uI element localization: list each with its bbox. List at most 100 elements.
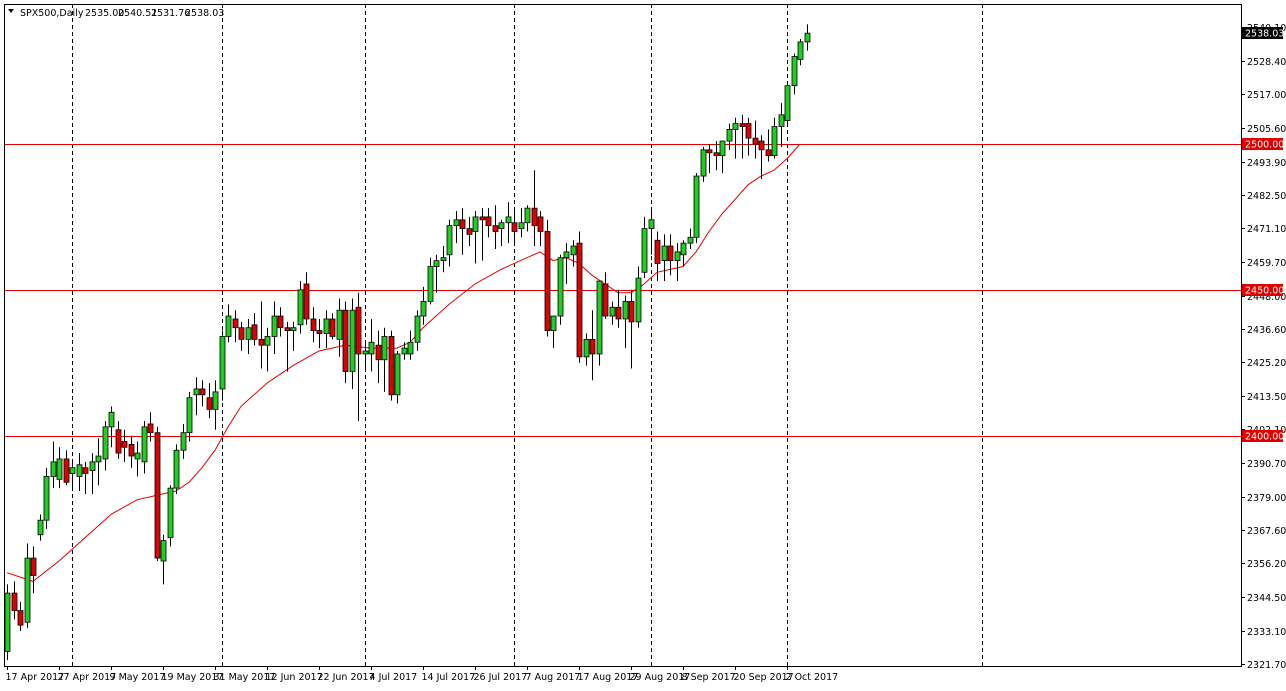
candle	[498, 219, 505, 247]
candle	[56, 447, 63, 489]
bull-candle-body	[245, 327, 252, 340]
level-price-tag	[1242, 284, 1283, 296]
candle	[583, 333, 590, 366]
bear-candle-body	[667, 245, 674, 262]
y-tick-label: 2482.50	[1247, 191, 1286, 202]
bull-candle-body	[394, 353, 401, 396]
bear-candle-body	[251, 324, 258, 340]
candle	[765, 129, 772, 162]
candle	[284, 321, 291, 372]
candle	[290, 321, 297, 352]
candle	[180, 423, 187, 459]
candle	[147, 412, 154, 442]
bear-candle-body	[739, 123, 746, 127]
chart-header: SPX500,Daily 2535.00 2540.51 2531.76 253…	[8, 8, 224, 19]
candle	[576, 231, 583, 363]
candle	[69, 458, 76, 492]
candle	[641, 216, 648, 279]
candle	[680, 240, 687, 267]
bear-candle-body	[355, 306, 362, 355]
bear-candle-body	[531, 207, 538, 227]
candle	[154, 426, 161, 562]
bull-candle-body	[700, 149, 707, 177]
x-tick-label: 8 Sep 2017	[682, 672, 736, 683]
candle	[355, 292, 362, 422]
moving-average-line	[6, 143, 801, 582]
bear-candle-body	[466, 228, 473, 235]
candle	[349, 298, 356, 389]
candle	[726, 123, 733, 150]
candle	[401, 342, 408, 360]
bull-candle-body	[641, 228, 648, 273]
candle	[752, 120, 759, 159]
bull-candle-body	[427, 266, 434, 302]
candle	[804, 24, 811, 51]
x-tick-label: 19 May 2017	[162, 672, 224, 683]
candle	[472, 211, 479, 264]
bull-candle-body	[193, 388, 200, 396]
candle	[264, 327, 271, 372]
candle	[206, 383, 213, 419]
candle	[771, 117, 778, 159]
candle	[531, 170, 538, 247]
candle	[674, 243, 681, 282]
candle	[37, 514, 44, 541]
candle	[596, 280, 603, 366]
candle	[687, 228, 694, 249]
candle	[303, 272, 310, 325]
bull-candle-body	[596, 280, 603, 355]
candle	[589, 310, 596, 381]
bear-candle-body	[544, 231, 551, 332]
bear-candle-body	[206, 397, 213, 410]
header-dropdown-icon[interactable]	[8, 9, 14, 13]
candle	[108, 406, 115, 448]
bear-candle-body	[277, 315, 284, 329]
candle	[310, 307, 317, 343]
candle	[245, 318, 252, 354]
level-price-tag-label: 2450.00	[1245, 286, 1284, 297]
candle	[661, 234, 668, 282]
bull-candle-body	[433, 260, 440, 267]
moving-average	[6, 143, 801, 582]
bear-candle-body	[63, 458, 70, 483]
candle	[186, 391, 193, 442]
bull-candle-body	[583, 338, 590, 358]
candle	[693, 173, 700, 244]
candle	[758, 135, 765, 179]
current-price-tag	[1242, 27, 1283, 39]
candle	[784, 82, 791, 127]
candle	[719, 140, 726, 174]
y-tick-label: 2528.40	[1247, 57, 1286, 68]
candle	[258, 301, 265, 369]
bear-candle-body	[30, 557, 37, 576]
candle	[609, 301, 616, 325]
bull-candle-body	[368, 341, 375, 355]
bull-candle-body	[557, 257, 564, 317]
bull-candle-body	[160, 540, 167, 562]
ohlc-low: 2531.76	[151, 8, 190, 19]
bull-candle-body	[648, 219, 655, 229]
bull-candle-body	[336, 309, 343, 340]
candle	[199, 380, 206, 407]
candle	[238, 321, 245, 352]
bull-candle-body	[89, 461, 96, 472]
bull-candle-body	[550, 315, 557, 332]
candle	[160, 534, 167, 585]
x-tick-label: 4 Jul 2017	[370, 672, 418, 683]
bull-candle-body	[349, 309, 356, 372]
bull-candle-body	[622, 301, 629, 320]
ohlc-close: 2538.03	[185, 8, 224, 19]
bear-candle-body	[706, 149, 713, 154]
bull-candle-body	[674, 251, 681, 262]
candle	[648, 208, 655, 255]
candle	[427, 257, 434, 305]
bear-candle-body	[17, 610, 24, 626]
bull-candle-body	[563, 251, 570, 259]
level-price-tag	[1242, 430, 1283, 442]
y-tick-label: 2459.70	[1247, 258, 1286, 269]
bear-candle-body	[329, 318, 336, 337]
bear-candle-body	[310, 318, 317, 332]
candle	[121, 429, 128, 462]
candle	[297, 281, 304, 334]
